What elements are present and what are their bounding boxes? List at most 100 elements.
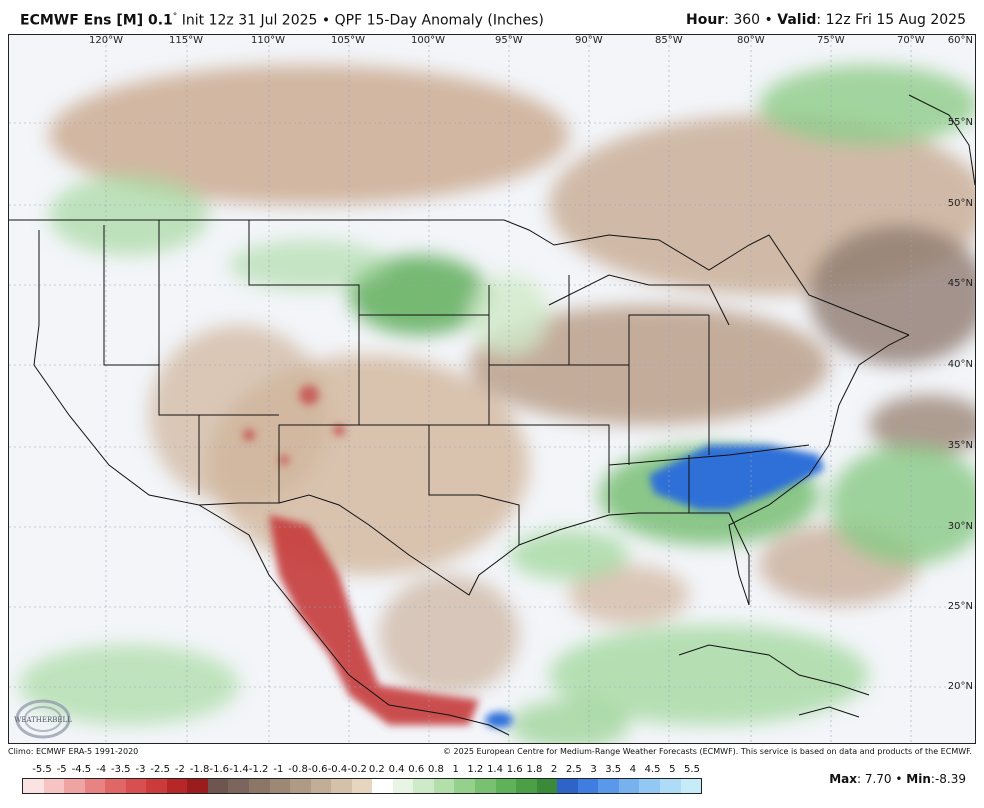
colorbar-swatch (125, 779, 147, 793)
lon-label: 105°W (331, 35, 365, 46)
colorbar-tick-label: 5.5 (684, 764, 700, 775)
lon-label: 85°W (655, 35, 683, 46)
colorbar-tick-label: 0.4 (388, 764, 405, 775)
lon-label: 70°W (897, 35, 925, 46)
header-bar: ECMWF Ens [M] 0.1° Init 12z 31 Jul 2025 … (0, 0, 984, 34)
colorbar-swatch (495, 779, 517, 793)
colorbar-swatch (331, 779, 352, 793)
colorbar-swatch (146, 779, 167, 793)
model-name: ECMWF Ens [M] 0.1 (20, 12, 173, 29)
max-label: Max (829, 772, 857, 786)
colorbar-swatch (166, 779, 188, 793)
colorbar-tick-label: 1.6 (506, 764, 523, 775)
lon-label: 80°W (737, 35, 765, 46)
colorbar-swatch (557, 779, 578, 793)
colorbar-tick-label: -4 (96, 764, 107, 775)
colorbar-swatch (659, 779, 681, 793)
colorbar-swatch (290, 779, 311, 793)
climo-credit: Climo: ECMWF ERA-5 1991-2020 (8, 747, 139, 756)
lat-label: 25°N (947, 601, 973, 612)
colorbar-tick-label: 4 (629, 764, 637, 775)
max-min-stats: Max: 7.70 • Min:-8.39 (829, 772, 966, 786)
colorbar-swatch (207, 779, 229, 793)
lat-label: 40°N (947, 359, 973, 370)
credits-row: Climo: ECMWF ERA-5 1991-2020 © 2025 Euro… (8, 746, 976, 760)
colorbar-swatch (598, 779, 619, 793)
lon-label: 95°W (495, 35, 523, 46)
colorbar-tick-label: 1 (452, 764, 459, 775)
degree-sign: ° (172, 12, 178, 22)
colorbar-tick-label: -3 (135, 764, 146, 775)
colorbar-swatch (413, 779, 434, 793)
strong-anomalies (243, 385, 824, 728)
valid-label: Valid (777, 12, 817, 28)
colorbar-tick-label: -3.5 (111, 764, 131, 775)
colorbar-tick-label: -0.2 (347, 764, 367, 775)
colorbar-swatch (475, 779, 496, 793)
colorbar-tick-label: 2.5 (565, 764, 582, 775)
colorbar-tick-label: -1.8 (189, 764, 210, 775)
colorbar-swatch (680, 779, 702, 793)
map-title: ECMWF Ens [M] 0.1° Init 12z 31 Jul 2025 … (20, 12, 544, 29)
colorbar-tick-label: -0.4 (327, 764, 348, 775)
colorbar-swatch (618, 779, 640, 793)
colorbar (22, 778, 702, 794)
colorbar-tick-label: 0.8 (427, 764, 444, 775)
colorbar-swatch (577, 779, 599, 793)
hour-label: Hour (685, 12, 725, 28)
colorbar-legend: -5.5 -5 -4.5 -4 -3.5 -3 -2.5 -2 -1.8 -1.6 -1.4 -1.2… (22, 764, 702, 794)
title-bullet: • (321, 12, 331, 29)
lat-label: 55°N (947, 117, 973, 128)
lat-label: 60°N (947, 35, 973, 46)
colorbar-labels: -5.5 -5 -4.5 -4 -3.5 -3 -2.5 -2 -1.8 -1.6 -1.4 -1.2… (22, 764, 702, 778)
colorbar-swatch (351, 779, 373, 793)
lon-label: 100°W (411, 35, 445, 46)
lat-label: 50°N (947, 198, 973, 209)
colorbar-swatch (454, 779, 476, 793)
colorbar-swatch (23, 779, 44, 793)
min-label: Min (906, 772, 931, 786)
anomaly-map: 120°W 115°W 110°W 105°W 100°W 95°W 90°W … (8, 34, 976, 744)
graticule-lines (9, 35, 975, 743)
colorbar-swatch (105, 779, 126, 793)
colorbar-tick-label: -4.5 (71, 764, 92, 775)
colorbar-swatch (310, 779, 332, 793)
colorbar-swatch (64, 779, 85, 793)
valid-value: : 12z Fri 15 Aug 2025 (816, 12, 966, 28)
colorbar-tick-label: 3.5 (605, 764, 622, 775)
colorbar-tick-label: -0.6 (307, 764, 328, 775)
colorbar-tick-label: -2.5 (150, 764, 170, 775)
colorbar-swatch (433, 779, 455, 793)
colorbar-swatch (187, 779, 208, 793)
colorbar-swatch (84, 779, 106, 793)
lon-label: 120°W (89, 35, 123, 46)
colorbar-swatch (372, 779, 393, 793)
lon-label: 75°W (817, 35, 845, 46)
logo-text: WEATHERBELL (14, 716, 72, 724)
colorbar-tick-label: 2 (550, 764, 558, 775)
colorbar-tick-label: -1.4 (229, 764, 249, 775)
colorbar-tick-label: -0.8 (288, 764, 308, 775)
weatherbell-logo: WEATHERBELL (14, 699, 72, 739)
colorbar-tick-label: -5.5 (32, 764, 52, 775)
colorbar-swatch (536, 779, 558, 793)
colorbar-tick-label: -1 (273, 764, 284, 775)
colorbar-tick-label: 3 (590, 764, 597, 775)
lat-label: 45°N (947, 278, 973, 289)
colorbar-tick-label: 4.5 (644, 764, 661, 775)
lon-label: 115°W (169, 35, 203, 46)
map-graphic (9, 35, 975, 743)
colorbar-tick-label: 0.2 (368, 764, 385, 775)
colorbar-tick-label: -2 (174, 764, 185, 775)
product-name: QPF 15-Day Anomaly (Inches) (334, 12, 544, 29)
valid-bullet: • (764, 12, 773, 28)
colorbar-swatch (516, 779, 537, 793)
colorbar-tick-label: 0.6 (408, 764, 425, 775)
colorbar-tick-label: -5 (56, 764, 67, 775)
colorbar-tick-label: 5 (669, 764, 676, 775)
colorbar-tick-label: -1.2 (248, 764, 269, 775)
colorbar-swatch (269, 779, 291, 793)
max-value: : 7.70 (856, 772, 892, 786)
lat-label: 20°N (947, 681, 973, 692)
lat-label: 35°N (947, 440, 973, 451)
